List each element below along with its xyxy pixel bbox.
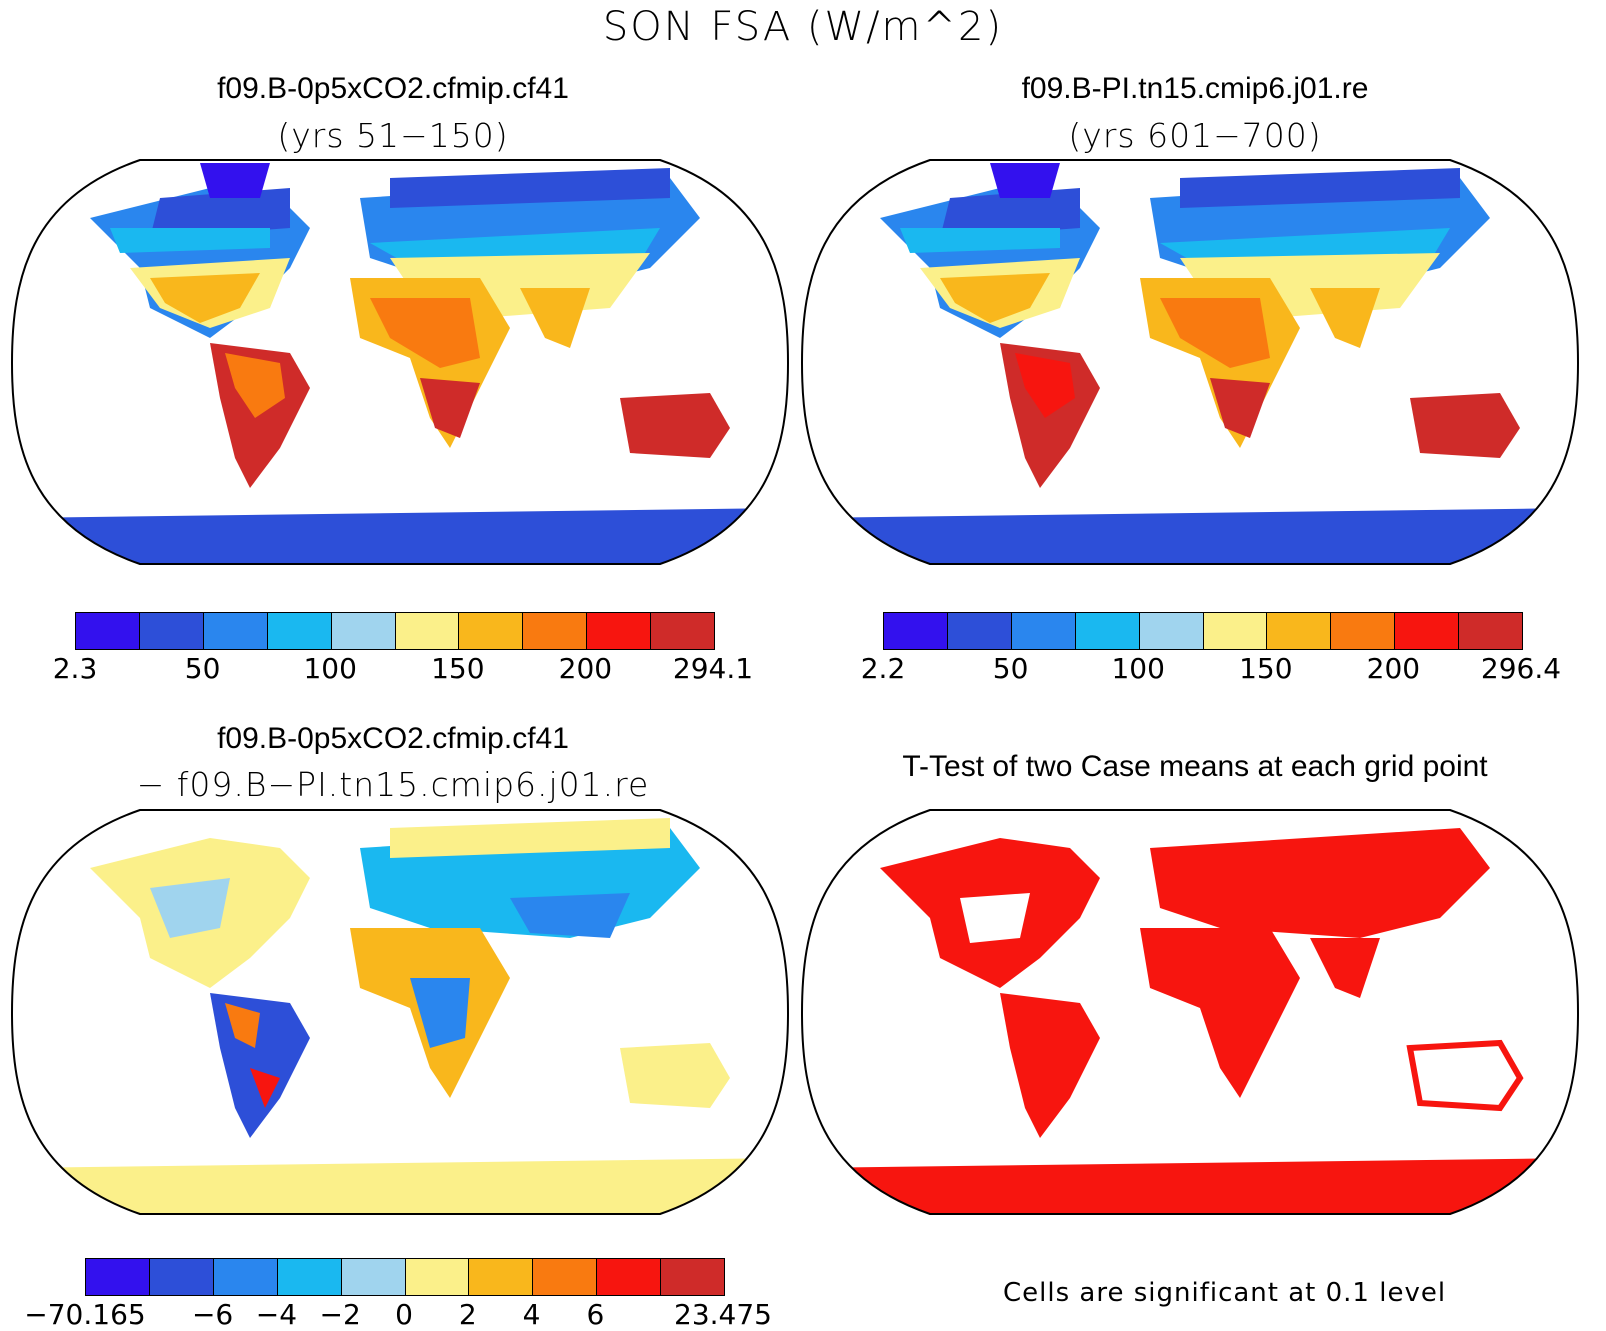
diff-colorbar-swatch-9: [661, 1259, 725, 1295]
diff-subtitle: − f09.B−PI.tn15.cmip6.j01.re: [136, 765, 650, 804]
diff-map: [10, 809, 790, 1215]
case2-colorbar-swatch-4: [1139, 613, 1204, 649]
case2-colorbar-tick-0: 2.2: [860, 652, 906, 685]
case2-title: f09.B-PI.tn15.cmip6.j01.re: [1021, 72, 1369, 105]
case2-colorbar-tick-3: 150: [1239, 652, 1293, 685]
case2-colorbar-tick-1: 50: [992, 652, 1029, 685]
case1-colorbar-swatch-0: [76, 613, 140, 649]
diff-colorbar-swatch-0: [86, 1259, 150, 1295]
case1-colorbar-tick-1: 50: [184, 652, 221, 685]
diff-colorbar-tick-5: 2: [458, 1298, 477, 1331]
diff-colorbar-swatch-5: [405, 1259, 470, 1295]
case2-colorbar: [883, 612, 1523, 650]
case2-colorbar-swatch-8: [1395, 613, 1460, 649]
case1-subtitle: (yrs 51−150): [277, 116, 509, 155]
diff-colorbar-swatch-2: [213, 1259, 278, 1295]
diff-colorbar-tick-3: −2: [319, 1298, 361, 1331]
case2-colorbar-swatch-3: [1075, 613, 1140, 649]
case1-colorbar-swatch-3: [267, 613, 332, 649]
case1-colorbar-swatch-7: [523, 613, 588, 649]
case2-colorbar-tick-2: 100: [1111, 652, 1165, 685]
diff-colorbar: [85, 1258, 725, 1296]
case1-title: f09.B-0p5xCO2.cfmip.cf41: [217, 72, 569, 105]
diff-colorbar-tick-1: −6: [191, 1298, 234, 1331]
case2-colorbar-swatch-0: [884, 613, 948, 649]
case1-colorbar-swatch-2: [203, 613, 268, 649]
case2-colorbar-swatch-7: [1331, 613, 1396, 649]
case1-colorbar-swatch-1: [139, 613, 204, 649]
diff-colorbar-swatch-4: [341, 1259, 406, 1295]
case1-colorbar-swatch-6: [459, 613, 524, 649]
figure-title: SON FSA (W/m^2): [602, 4, 1004, 50]
case1-colorbar: [75, 612, 715, 650]
case1-colorbar-tick-3: 150: [431, 652, 485, 685]
case1-colorbar-swatch-9: [651, 613, 715, 649]
case1-colorbar-swatch-5: [395, 613, 460, 649]
diff-title: f09.B-0p5xCO2.cfmip.cf41: [217, 722, 569, 755]
ttest-title: T-Test of two Case means at each grid po…: [902, 750, 1488, 783]
diff-colorbar-tick-7: 6: [586, 1298, 605, 1331]
case2-colorbar-swatch-1: [947, 613, 1012, 649]
case1-colorbar-tick-5: 294.1: [672, 652, 754, 685]
diff-colorbar-swatch-8: [597, 1259, 662, 1295]
case1-colorbar-swatch-8: [587, 613, 652, 649]
diff-colorbar-swatch-6: [469, 1259, 534, 1295]
case2-map: [800, 159, 1580, 565]
case2-colorbar-tick-5: 296.4: [1480, 652, 1562, 685]
diff-colorbar-swatch-7: [533, 1259, 598, 1295]
case2-subtitle: (yrs 601−700): [1068, 116, 1322, 155]
significance-note: Cells are significant at 0.1 level: [1003, 1278, 1447, 1308]
case1-colorbar-tick-2: 100: [303, 652, 357, 685]
case2-colorbar-tick-4: 200: [1366, 652, 1421, 685]
diff-colorbar-swatch-3: [277, 1259, 342, 1295]
ttest-map: [800, 809, 1580, 1215]
diff-colorbar-swatch-1: [149, 1259, 214, 1295]
case1-colorbar-tick-4: 200: [558, 652, 613, 685]
case1-colorbar-tick-0: 2.3: [52, 652, 98, 685]
case1-map: [10, 159, 790, 565]
case2-colorbar-swatch-6: [1267, 613, 1332, 649]
diff-colorbar-tick-4: 0: [395, 1298, 413, 1331]
case1-colorbar-swatch-4: [331, 613, 396, 649]
case2-colorbar-swatch-5: [1203, 613, 1268, 649]
diff-colorbar-tick-0: −70.165: [24, 1298, 146, 1331]
case2-colorbar-swatch-9: [1459, 613, 1523, 649]
case2-colorbar-swatch-2: [1011, 613, 1076, 649]
diff-colorbar-tick-2: −4: [255, 1298, 298, 1331]
diff-colorbar-tick-8: 23.475: [674, 1298, 772, 1331]
diff-colorbar-tick-6: 4: [522, 1298, 541, 1331]
